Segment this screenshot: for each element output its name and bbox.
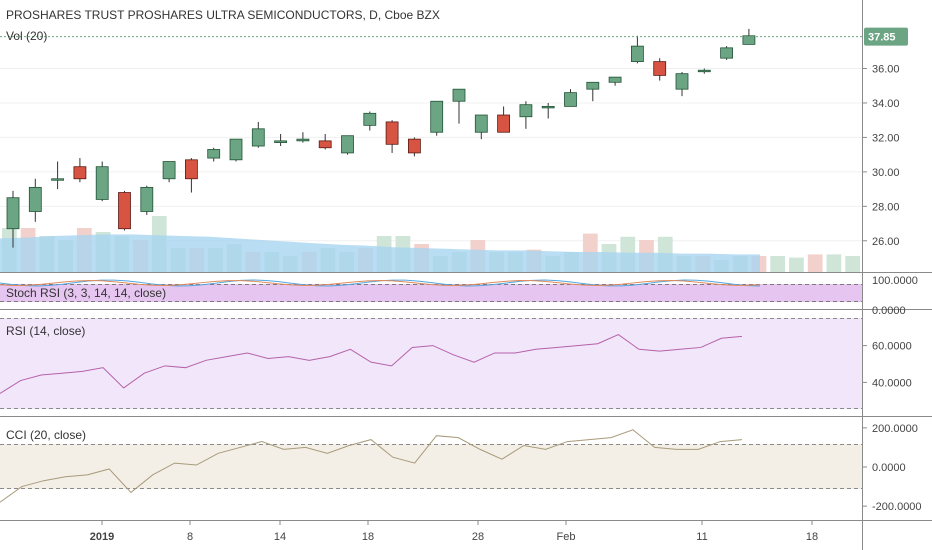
time-tick-label: 8 — [187, 531, 193, 543]
rsi-tick-label: 40.0000 — [872, 377, 912, 389]
candle-body — [341, 135, 354, 154]
candle-body — [541, 106, 555, 109]
last-price-value: 37.85 — [868, 32, 896, 44]
candle-body — [51, 178, 64, 181]
candle-body — [6, 197, 20, 230]
candle-body — [474, 114, 488, 133]
cci-tick-label: 0.0000 — [872, 462, 906, 474]
stoch-tick-label: 0.0000 — [872, 305, 906, 317]
price-tick-label: 28.00 — [872, 201, 900, 213]
candle-body — [296, 138, 310, 142]
time-tick-label: 28 — [472, 531, 484, 543]
price-tick-label: 36.00 — [872, 64, 900, 76]
candle-body — [675, 73, 689, 90]
candle-body — [608, 76, 622, 83]
time-tick-label: 18 — [362, 531, 374, 543]
stoch-d-line — [0, 280, 761, 286]
time-tick-label: 11 — [696, 531, 707, 543]
candle-body — [140, 186, 154, 212]
candle-body — [229, 138, 243, 161]
volume-bar — [845, 256, 860, 272]
price-tick-label: 30.00 — [872, 167, 900, 179]
price-tick-label: 26.00 — [872, 236, 900, 248]
candle-body — [653, 61, 667, 76]
price-tick-label: 32.00 — [872, 132, 900, 144]
stoch-rsi-label: Stoch RSI (3, 3, 14, 14, close) — [6, 286, 166, 300]
candle-body — [519, 104, 533, 118]
rsi-label: RSI (14, close) — [6, 324, 85, 338]
volume-bar — [807, 254, 823, 272]
volume-ma-area — [0, 234, 760, 272]
stoch-tick-label: 100.0000 — [872, 275, 918, 287]
candle-body — [318, 140, 332, 149]
stoch-rsi-pane: Stoch RSI (3, 3, 14, 14, close) — [0, 279, 862, 302]
volume-bar — [789, 257, 804, 272]
candle-body — [430, 100, 444, 133]
last-price-tag — [864, 27, 908, 46]
time-tick-label: 18 — [806, 531, 818, 543]
candle-body — [564, 92, 577, 107]
candle-body — [118, 192, 131, 230]
time-tick-label: 14 — [274, 531, 286, 543]
cci-tick-label: 200.0000 — [872, 423, 918, 435]
candle-body — [251, 128, 265, 147]
candle-body — [207, 149, 221, 159]
candle-body — [95, 166, 109, 200]
candle-body — [742, 35, 756, 45]
rsi-pane: RSI (14, close) — [0, 318, 862, 409]
cci-pane: CCI (20, close) — [0, 428, 862, 503]
rsi-tick-label: 60.0000 — [872, 341, 912, 353]
volume-bar — [770, 256, 786, 272]
candle-body — [720, 47, 733, 59]
candle-body — [697, 69, 711, 73]
price-tick-label: 34.00 — [872, 98, 900, 110]
cci-tick-label: -200.0000 — [872, 501, 922, 513]
candle-body — [452, 88, 466, 102]
rsi-line — [0, 333, 743, 394]
candle-body — [162, 161, 176, 180]
price-axis[interactable]: 26.00 28.00 30.00 32.00 34.00 36.00 37.85 100.0… — [862, 27, 922, 513]
cci-band — [0, 444, 862, 489]
time-tick-label: Feb — [557, 531, 576, 543]
stoch-rsi-band — [0, 284, 862, 302]
cci-label: CCI (20, close) — [6, 428, 86, 442]
candle-body — [73, 166, 87, 180]
candles — [6, 28, 756, 248]
candle-body — [586, 81, 600, 90]
candle-body — [385, 121, 399, 145]
cci-line — [0, 429, 743, 503]
chart-title: PROSHARES TRUST PROSHARES ULTRA SEMICOND… — [6, 8, 440, 22]
rsi-band — [0, 318, 862, 409]
time-tick-label: 2019 — [90, 531, 114, 543]
candle-body — [274, 140, 288, 143]
candle-body — [407, 138, 421, 154]
volume-label: Vol (20) — [6, 29, 47, 43]
candle-body — [631, 45, 644, 63]
candle-body — [497, 114, 511, 133]
price-pane: PROSHARES TRUST PROSHARES ULTRA SEMICOND… — [0, 0, 862, 272]
candle-body — [363, 112, 377, 126]
candle-body — [184, 159, 198, 180]
time-axis[interactable]: 2019 8 14 18 28 Feb 11 18 — [90, 520, 818, 543]
volume-bar — [826, 254, 842, 272]
candle-body — [28, 186, 42, 212]
